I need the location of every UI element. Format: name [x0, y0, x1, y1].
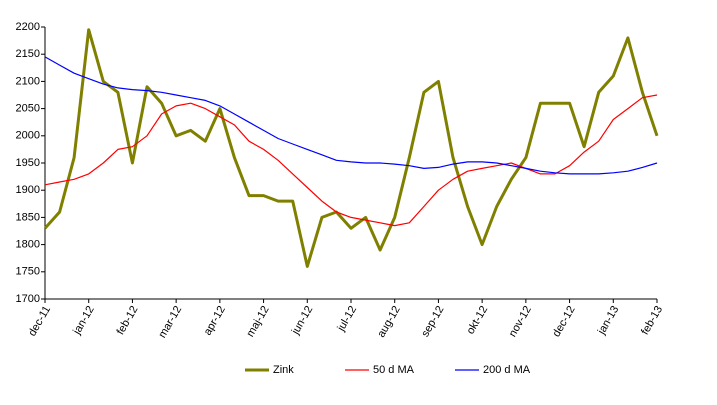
series-line — [43, 28, 659, 268]
x-tick-label: feb-13 — [639, 304, 665, 337]
y-tick-label: 1800 — [16, 239, 40, 251]
legend-label: Zink — [273, 364, 294, 376]
x-tick-label: apr-12 — [202, 304, 228, 338]
legend-label: 50 d MA — [373, 364, 415, 376]
x-tick-label: nov-12 — [507, 304, 534, 339]
y-tick-label: 2100 — [16, 75, 40, 87]
x-tick-label: jan-12 — [71, 304, 97, 337]
x-tick-label: sep-12 — [419, 304, 446, 339]
y-tick-label: 1950 — [16, 157, 40, 169]
legend-label: 200 d MA — [483, 364, 531, 376]
series-line — [44, 56, 658, 175]
x-tick-label: maj-12 — [244, 304, 271, 339]
x-tick-label: jun-12 — [289, 304, 315, 337]
y-tick-label: 2050 — [16, 103, 40, 115]
y-tick-label: 1900 — [16, 184, 40, 196]
series-line — [44, 94, 658, 227]
x-tick-label: mar-12 — [156, 304, 184, 340]
y-tick-label: 1750 — [16, 266, 40, 278]
y-tick-label: 2200 — [16, 21, 40, 33]
x-tick-label: dec-12 — [550, 304, 577, 339]
x-tick-label: jan-13 — [595, 304, 621, 337]
y-tick-label: 1700 — [16, 293, 40, 305]
x-tick-label: aug-12 — [375, 304, 403, 340]
x-tick-label: dec-11 — [26, 304, 53, 338]
x-tick-label: jul-12 — [335, 304, 359, 334]
y-tick-label: 2000 — [16, 130, 40, 142]
x-tick-label: okt-12 — [465, 304, 491, 336]
y-tick-label: 1850 — [16, 211, 40, 223]
y-tick-label: 2150 — [16, 48, 40, 60]
x-tick-label: feb-12 — [115, 304, 141, 337]
